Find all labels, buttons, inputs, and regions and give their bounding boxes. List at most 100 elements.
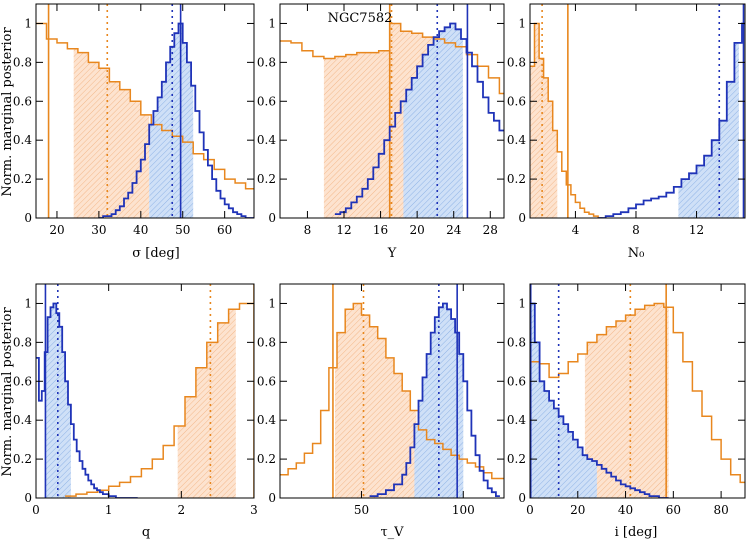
panel-tauV: 50 100 0 0.2 0.4 0.6 0.8 1 τ_V bbox=[257, 283, 505, 540]
x-tick-label-Y: 8 bbox=[304, 223, 312, 237]
y-tick-label-sigma: 1 bbox=[24, 16, 32, 30]
panel-q: 0 1 2 3 0 0.2 0.4 0.6 0.8 1 q bbox=[13, 283, 258, 540]
y-tick-label-Y: 1 bbox=[268, 16, 276, 30]
x-tick-label-sigma: 60 bbox=[217, 223, 232, 237]
y-tick-label-Y: 0 bbox=[268, 211, 276, 225]
histogram-tauV-blue bbox=[369, 302, 500, 497]
y-tick-label-sigma: 0 bbox=[24, 211, 32, 225]
y-tick-label-incl: 1 bbox=[518, 296, 526, 310]
axes-frame-Y bbox=[279, 3, 505, 219]
y-tick-label-sigma: 0.2 bbox=[13, 172, 32, 186]
axes-frame-q bbox=[35, 283, 255, 499]
y-tick-label-sigma: 0.4 bbox=[13, 133, 32, 147]
y-tick-label-tauV: 1 bbox=[268, 296, 276, 310]
credible-interval-Y-blue bbox=[403, 23, 463, 218]
plot-clip-Y bbox=[280, 4, 504, 218]
axes-frame-tauV bbox=[279, 283, 505, 499]
x-tick-label-incl: 60 bbox=[666, 503, 681, 517]
y-tick-label-tauV: 0.8 bbox=[257, 335, 276, 349]
y-tick-label-tauV: 0.6 bbox=[257, 374, 276, 388]
y-tick-label-N0: 0.6 bbox=[507, 94, 526, 108]
plot-clip-q bbox=[36, 284, 254, 498]
y-tick-label-N0: 0.2 bbox=[507, 172, 526, 186]
x-tick-label-sigma: 30 bbox=[91, 223, 106, 237]
y-axis-label-top: Norm. marginal posterior bbox=[0, 27, 15, 197]
y-tick-label-sigma: 0.6 bbox=[13, 94, 32, 108]
y-tick-label-tauV: 0 bbox=[268, 491, 276, 505]
histogram-Y-orange bbox=[280, 22, 504, 95]
y-tick-label-incl: 0.6 bbox=[507, 374, 526, 388]
x-tick-label-q: 2 bbox=[178, 503, 186, 517]
y-tick-label-q: 1 bbox=[24, 296, 32, 310]
credible-interval-tauV-orange bbox=[335, 303, 417, 498]
y-tick-label-incl: 0 bbox=[518, 491, 526, 505]
plot-clip-incl bbox=[530, 284, 745, 498]
y-tick-label-N0: 0.8 bbox=[507, 55, 526, 69]
y-tick-label-q: 0.2 bbox=[13, 452, 32, 466]
credible-interval-N0-orange bbox=[530, 23, 558, 218]
y-tick-label-sigma: 0.8 bbox=[13, 55, 32, 69]
axes-frame-sigma bbox=[35, 3, 255, 219]
axes-frame-incl bbox=[529, 283, 746, 499]
x-tick-label-incl: 20 bbox=[570, 503, 585, 517]
histogram-Y-blue bbox=[334, 22, 504, 215]
x-tick-label-incl: 40 bbox=[618, 503, 633, 517]
y-tick-label-incl: 0.2 bbox=[507, 452, 526, 466]
y-tick-label-N0: 0 bbox=[518, 211, 526, 225]
y-tick-label-Y: 0.8 bbox=[257, 55, 276, 69]
credible-interval-N0-blue bbox=[678, 42, 739, 218]
y-tick-label-q: 0.4 bbox=[13, 413, 32, 427]
histogram-tauV-orange bbox=[280, 302, 504, 480]
y-tick-label-tauV: 0.2 bbox=[257, 452, 276, 466]
credible-interval-q-orange bbox=[177, 309, 236, 498]
credible-interval-sigma-orange bbox=[73, 48, 150, 218]
y-tick-label-N0: 1 bbox=[518, 16, 526, 30]
x-axis-label-q: q bbox=[142, 525, 150, 540]
histogram-incl-orange bbox=[530, 302, 745, 484]
x-tick-label-Y: 12 bbox=[336, 223, 351, 237]
histogram-sigma-orange bbox=[36, 22, 254, 190]
histogram-N0-blue bbox=[598, 22, 745, 218]
x-tick-label-incl: 0 bbox=[526, 503, 534, 517]
histogram-q-orange bbox=[65, 302, 254, 497]
plot-clip-sigma bbox=[36, 4, 254, 218]
y-tick-label-q: 0 bbox=[24, 491, 32, 505]
x-tick-label-N0: 4 bbox=[572, 223, 580, 237]
x-axis-label-sigma: σ [deg] bbox=[132, 246, 180, 261]
panel-N0: 4 8 12 0 0.2 0.4 0.6 0.8 1 N₀ bbox=[507, 3, 746, 261]
y-tick-label-incl: 0.4 bbox=[507, 413, 526, 427]
x-tick-label-incl: 80 bbox=[713, 503, 728, 517]
x-axis-label-incl: i [deg] bbox=[615, 525, 658, 540]
plot-clip-tauV bbox=[280, 284, 504, 498]
x-tick-label-sigma: 40 bbox=[133, 223, 148, 237]
y-tick-label-Y: 0.4 bbox=[257, 133, 276, 147]
x-tick-label-N0: 8 bbox=[632, 223, 640, 237]
x-tick-label-tauV: 100 bbox=[452, 503, 475, 517]
panel-sigma: 20 30 40 50 60 0 0.2 0.4 0.6 0.8 1 σ [deg] bbox=[13, 3, 255, 261]
histogram-N0-orange bbox=[530, 22, 603, 218]
y-tick-label-q: 0.8 bbox=[13, 335, 32, 349]
panel-Y: 8 12 16 20 24 28 0 0.2 0.4 0.6 0.8 1 Y NGC7582 bbox=[257, 3, 505, 261]
x-tick-label-q: 0 bbox=[32, 503, 40, 517]
y-tick-label-tauV: 0.4 bbox=[257, 413, 276, 427]
y-tick-label-incl: 0.8 bbox=[507, 335, 526, 349]
panel-incl: 0 20 40 60 80 0 0.2 0.4 0.6 0.8 1 i [deg] bbox=[507, 283, 746, 540]
x-tick-label-Y: 20 bbox=[410, 223, 425, 237]
y-tick-label-N0: 0.4 bbox=[507, 133, 526, 147]
x-tick-label-Y: 28 bbox=[483, 223, 498, 237]
y-tick-label-q: 0.6 bbox=[13, 374, 32, 388]
x-tick-label-Y: 24 bbox=[446, 223, 462, 237]
x-axis-label-tauV: τ_V bbox=[380, 525, 404, 540]
x-tick-label-sigma: 50 bbox=[175, 223, 190, 237]
y-tick-label-Y: 0.2 bbox=[257, 172, 276, 186]
x-axis-label-Y: Y bbox=[387, 246, 397, 261]
x-tick-label-tauV: 50 bbox=[354, 503, 369, 517]
credible-interval-incl-blue bbox=[530, 303, 597, 498]
credible-interval-sigma-blue bbox=[149, 23, 194, 218]
credible-interval-incl-orange bbox=[584, 303, 669, 498]
y-axis-label-bottom: Norm. marginal posterior bbox=[0, 307, 15, 477]
histogram-q-blue bbox=[36, 302, 138, 498]
y-tick-label-Y: 0.6 bbox=[257, 94, 276, 108]
x-tick-label-q: 1 bbox=[105, 503, 113, 517]
